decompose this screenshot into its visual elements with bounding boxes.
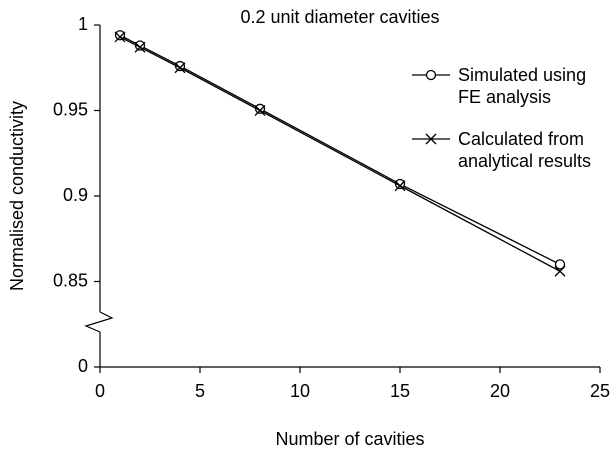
x-tick-label: 15	[390, 381, 410, 401]
x-tick-label: 10	[290, 381, 310, 401]
data-point	[174, 62, 186, 74]
data-point	[394, 180, 406, 192]
legend-marker	[425, 69, 437, 81]
y-axis-label: Normalised conductivity	[7, 101, 27, 291]
y-tick-label: 1	[78, 14, 88, 34]
chart-title: 0.2 unit diameter cavities	[240, 7, 439, 27]
y-tick-label: 0.9	[63, 185, 88, 205]
data-point	[134, 41, 146, 53]
series-line	[119, 36, 561, 272]
y-tick-label: 0	[78, 356, 88, 376]
legend-marker	[425, 133, 437, 145]
x-tick-label: 0	[95, 381, 105, 401]
x-tick-label: 25	[590, 381, 610, 401]
data-point	[254, 105, 266, 116]
legend-label: Simulated using FE analysis	[458, 65, 587, 107]
data-point	[114, 31, 126, 43]
x-axis-label: Number of cavities	[275, 429, 424, 449]
axis-break	[84, 311, 114, 333]
y-tick-label: 0.95	[53, 99, 88, 119]
x-tick-label: 5	[195, 381, 205, 401]
data-point	[554, 265, 566, 277]
y-tick-label: 0.85	[53, 270, 88, 290]
legend-label: Calculated from analytical results	[458, 129, 592, 171]
data-point	[554, 259, 566, 270]
x-tick-label: 20	[490, 381, 510, 401]
